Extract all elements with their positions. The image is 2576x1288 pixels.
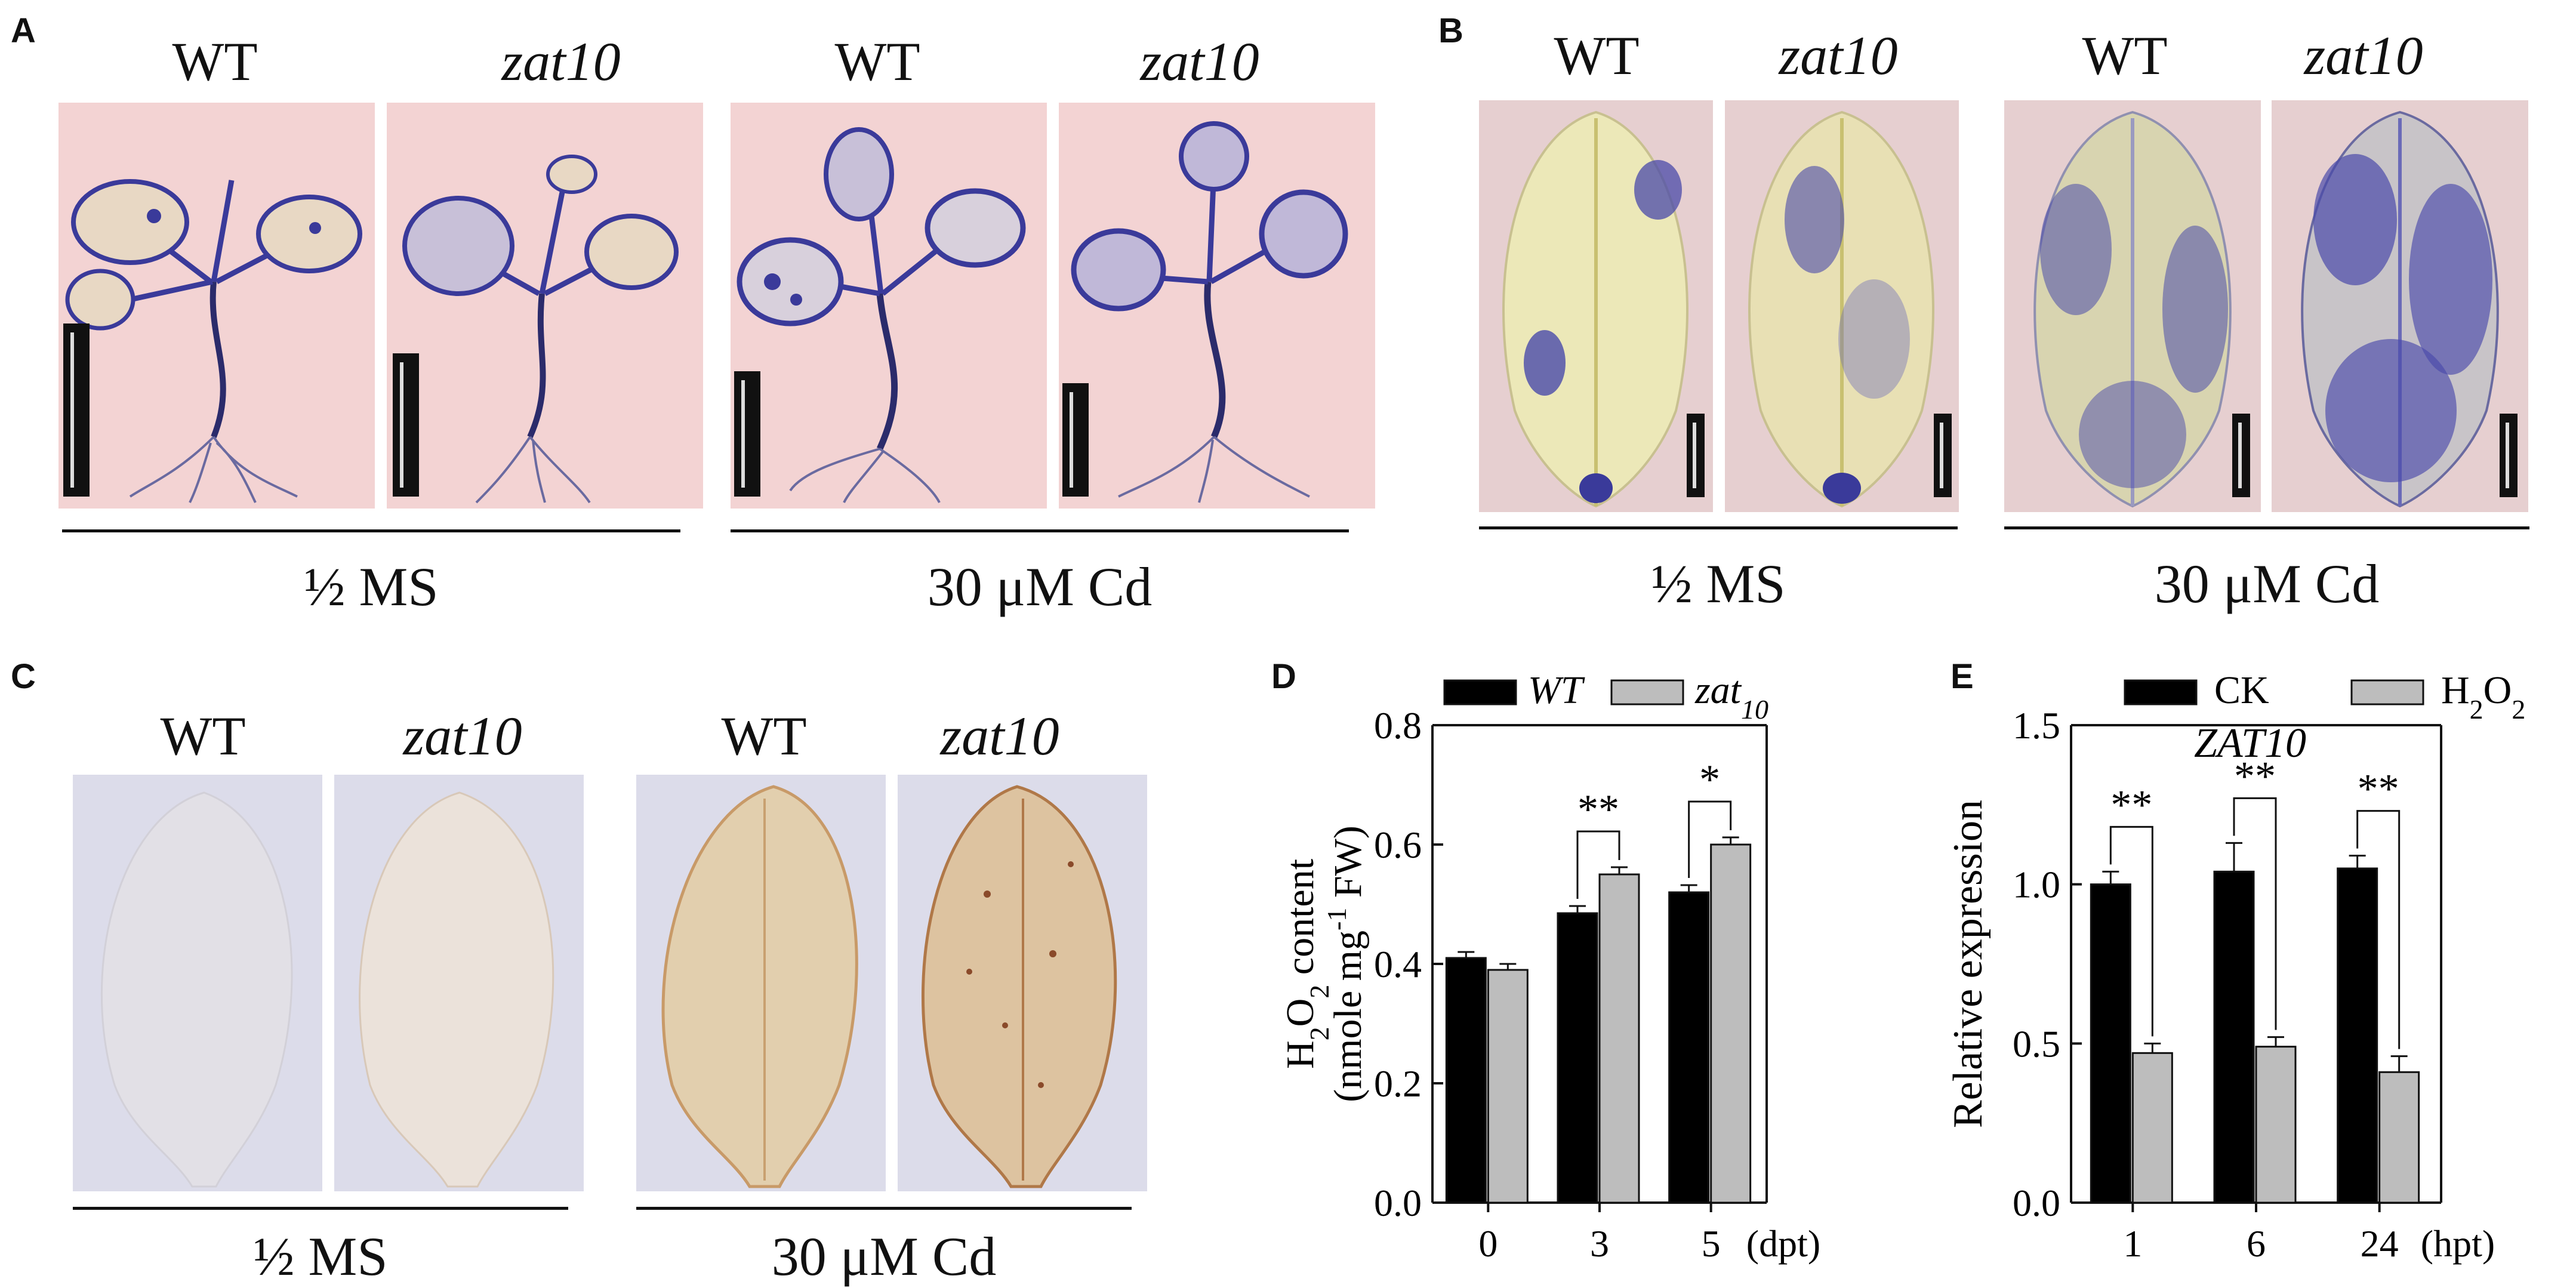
chart-e-title: ZAT10	[2194, 720, 2306, 766]
chart-d-y-tick-label: 0.4	[1374, 943, 1422, 985]
panel-c-label-zat10-2: zat10	[940, 705, 1059, 766]
chart-d-x-unit: (dpt)	[1746, 1222, 1820, 1265]
chart-e-y-tick-label: 1.0	[2013, 864, 2060, 906]
panel-b-label-zat10-2: zat10	[2304, 25, 2423, 86]
panel-a-label-zat10-1: zat10	[501, 31, 621, 92]
chart-e-legend-swatch-CK	[2124, 679, 2198, 705]
chart-e-x-tick-label: 6	[2247, 1222, 2266, 1265]
chart-d-significance-label: *	[1699, 757, 1720, 803]
chart-e-x-tick-label: 1	[2123, 1222, 2142, 1265]
chart-d-bar-zat10-3	[1598, 873, 1640, 1204]
panel-a-rule-ms	[62, 529, 680, 532]
panel-b-label-zat10-1: zat10	[1779, 25, 1898, 86]
panel-a-label-wt-2: WT	[834, 31, 920, 92]
chart-d-legend-label-zat10: zat10	[1694, 668, 1768, 725]
chart-d-legend-swatch-zat10	[1610, 679, 1684, 705]
chart-d-y-tick-label: 0.6	[1374, 824, 1422, 866]
panel-c-label-wt-2: WT	[721, 705, 807, 766]
chart-e-significance-bracket	[2356, 810, 2401, 1049]
panel-b-rule-cd	[2004, 526, 2529, 529]
panel-a-photo-zat10-ms	[387, 103, 703, 509]
panel-b-label-wt-1: WT	[1554, 25, 1640, 86]
chart-e-x-tick-label: 24	[2361, 1222, 2399, 1265]
chart-d-y-tick-label: 0.2	[1374, 1062, 1422, 1105]
chart-d: 0.0 0.2 0.4 0.6 0.8 0 3 ** 5 * (dpt) WT zat10 H2O2 co…	[1278, 668, 1820, 1265]
chart-e-significance-label: **	[2110, 782, 2152, 828]
chart-d-x-tick-label: 3	[1590, 1222, 1609, 1265]
chart-e-y-tick-label: 0.0	[2013, 1182, 2060, 1224]
chart-e-bar-CK-6	[2213, 870, 2255, 1204]
chart-d-bar-WT-5	[1668, 891, 1710, 1204]
panel-c-leaf-wt-cd	[636, 775, 886, 1191]
chart-e-significance-bracket	[2233, 797, 2277, 1030]
chart-d-significance-bracket	[1688, 800, 1732, 878]
chart-e-legend-swatch-H2O2	[2350, 679, 2424, 705]
chart-d-bar-zat10-5	[1710, 843, 1752, 1204]
panel-b-leaf-zat10-cd	[2272, 100, 2528, 512]
panel-c-rule-cd	[636, 1207, 1132, 1210]
panel-c-leaf-zat10-cd	[898, 775, 1147, 1191]
panel-a-label-zat10-2: zat10	[1140, 31, 1259, 92]
panel-a-letter: A	[11, 11, 36, 50]
chart-d-legend-swatch-WT	[1443, 679, 1517, 705]
chart-e-significance-label: **	[2358, 766, 2399, 812]
chart-d-x-tick-label: 0	[1478, 1222, 1497, 1265]
panel-a-rule-cd	[731, 529, 1349, 532]
panel-c-leaf-zat10-ms	[334, 775, 584, 1191]
chart-e-bar-H2O2-6	[2255, 1046, 2297, 1204]
chart-e-bar-H2O2-1	[2131, 1052, 2173, 1204]
panel-a-condition-ms: ½ MS	[304, 556, 439, 617]
panel-c-leaf-wt-ms	[73, 775, 322, 1191]
chart-e-bar-H2O2-24	[2378, 1071, 2420, 1204]
panel-b-leaf-zat10-ms	[1725, 100, 1959, 512]
panel-e-letter: E	[1951, 657, 1974, 696]
chart-e-significance-bracket	[2109, 825, 2153, 1037]
panel-b-label-wt-2: WT	[2082, 25, 2168, 86]
panel-c-label-zat10-1: zat10	[403, 705, 522, 766]
chart-e-y-tick-label: 0.5	[2013, 1022, 2060, 1065]
chart-d-y-tick-label: 0.8	[1374, 704, 1422, 747]
chart-d-y-label-line1: H2O2 content	[1278, 859, 1335, 1069]
chart-d-x-tick-label: 5	[1702, 1222, 1721, 1265]
chart-d-bar-zat10-0	[1487, 969, 1529, 1204]
chart-e-y-label: Relative expression	[1945, 800, 1991, 1128]
panel-c-label-wt-1: WT	[160, 705, 246, 766]
panel-c-rule-ms	[73, 1207, 568, 1210]
panel-b-condition-cd: 30 μM Cd	[2154, 553, 2380, 614]
panel-b-condition-ms: ½ MS	[1651, 553, 1786, 614]
panel-b-leaf-wt-cd	[2004, 100, 2261, 512]
panel-a-label-wt-1: WT	[172, 31, 258, 92]
chart-e-y-tick-label: 1.5	[2013, 704, 2060, 747]
panel-b-leaf-wt-ms	[1479, 100, 1713, 512]
chart-d-y-label-line2: (nmole mg-1 FW)	[1321, 825, 1370, 1102]
chart-d-significance-label: **	[1577, 787, 1619, 833]
chart-d-bar-WT-0	[1445, 957, 1487, 1204]
panel-c-condition-cd: 30 μM Cd	[771, 1226, 997, 1287]
panel-c-condition-ms: ½ MS	[253, 1226, 388, 1287]
chart-d-legend-label-WT: WT	[1528, 668, 1585, 712]
chart-e-bar-CK-24	[2337, 867, 2378, 1204]
panel-b-letter: B	[1438, 11, 1463, 50]
panel-a-photo-wt-cd	[731, 103, 1047, 509]
panel-b-rule-ms	[1479, 526, 1958, 529]
chart-e-bar-CK-1	[2090, 883, 2131, 1204]
chart-e-significance-label: **	[2234, 753, 2276, 799]
panel-c-letter: C	[11, 657, 36, 696]
panel-a-condition-cd: 30 μM Cd	[927, 556, 1153, 617]
panel-d-letter: D	[1271, 657, 1296, 696]
chart-e-legend-label-CK: CK	[2214, 668, 2269, 712]
chart-e: 0.0 0.5 1.0 1.5 1 ** 6 ** 24 ** (hpt) CK H2O2 Relativ…	[1945, 668, 2525, 1265]
chart-d-bar-WT-3	[1557, 912, 1598, 1204]
chart-d-y-tick-label: 0.0	[1374, 1182, 1422, 1224]
chart-e-x-unit: (hpt)	[2421, 1222, 2495, 1265]
panel-a-photo-wt-ms	[58, 103, 375, 509]
chart-d-significance-bracket	[1576, 830, 1620, 899]
chart-e-legend-label-H2O2: H2O2	[2441, 668, 2525, 725]
panel-a-photo-zat10-cd	[1059, 103, 1375, 509]
